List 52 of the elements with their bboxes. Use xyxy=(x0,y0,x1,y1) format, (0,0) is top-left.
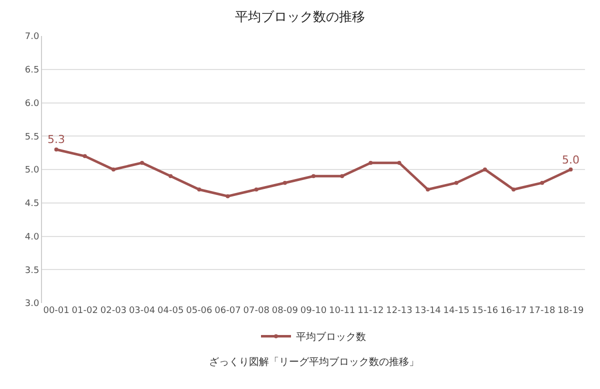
x-tick-label: 14-15 xyxy=(443,306,470,316)
point xyxy=(111,168,116,172)
point xyxy=(426,188,430,192)
point xyxy=(282,180,287,185)
y-tick-label: 3.5 xyxy=(24,266,40,276)
y-tick-label: 7.0 xyxy=(24,32,40,42)
y-tick-label: 4.0 xyxy=(24,232,40,242)
point xyxy=(312,174,316,178)
point xyxy=(254,188,258,192)
y-tick-label: 3.0 xyxy=(24,299,40,310)
point xyxy=(454,180,458,185)
data-label: 5.3 xyxy=(48,133,66,146)
x-tick-label: 17-18 xyxy=(529,306,556,316)
x-tick-label: 06-07 xyxy=(214,306,241,316)
point xyxy=(340,174,344,178)
point xyxy=(54,147,58,152)
x-tick-label: 12-13 xyxy=(386,306,412,316)
x-tick-label: 05-06 xyxy=(186,306,213,316)
x-tick-label: 00-01 xyxy=(43,306,70,316)
legend-label: 平均ブロック数 xyxy=(296,331,366,344)
data-label: 5.0 xyxy=(562,153,580,166)
y-tick-label: 4.5 xyxy=(24,199,40,210)
point xyxy=(540,180,544,185)
x-tick-label: 08-09 xyxy=(272,306,298,316)
x-tick-label: 03-04 xyxy=(128,306,156,316)
point xyxy=(197,188,202,192)
y-tick-label: 6.0 xyxy=(24,98,40,109)
y-tick-label: 5.5 xyxy=(24,132,40,142)
text: ざっくり図解「リーグ平均ブロック数の推移」 xyxy=(209,356,419,368)
y-tick-label: 6.5 xyxy=(24,66,40,76)
point xyxy=(568,168,573,172)
point xyxy=(368,160,373,165)
x-tick-label: 04-05 xyxy=(158,306,184,316)
x-tick-label: 02-03 xyxy=(100,306,127,316)
x-tick-label: 18-19 xyxy=(558,306,584,316)
x-tick-label: 11-12 xyxy=(358,306,384,316)
x-tick-label: 16-17 xyxy=(500,306,527,316)
point xyxy=(397,160,402,165)
point xyxy=(512,188,516,192)
point xyxy=(82,154,87,158)
point xyxy=(168,174,173,178)
x-tick-label: 13-14 xyxy=(414,306,442,316)
y-tick-label: 5.0 xyxy=(24,166,40,176)
x-tick-label: 01-02 xyxy=(72,306,98,316)
x-tick-label: 07-08 xyxy=(243,306,270,316)
x-tick-label: 15-16 xyxy=(472,306,498,316)
point xyxy=(140,160,144,165)
x-tick-label: 10-11 xyxy=(329,306,356,316)
point xyxy=(482,168,487,172)
point xyxy=(226,194,230,198)
chart-title: 平均ブロック数の推移 xyxy=(235,10,365,25)
x-tick-label: 09-10 xyxy=(300,306,327,316)
